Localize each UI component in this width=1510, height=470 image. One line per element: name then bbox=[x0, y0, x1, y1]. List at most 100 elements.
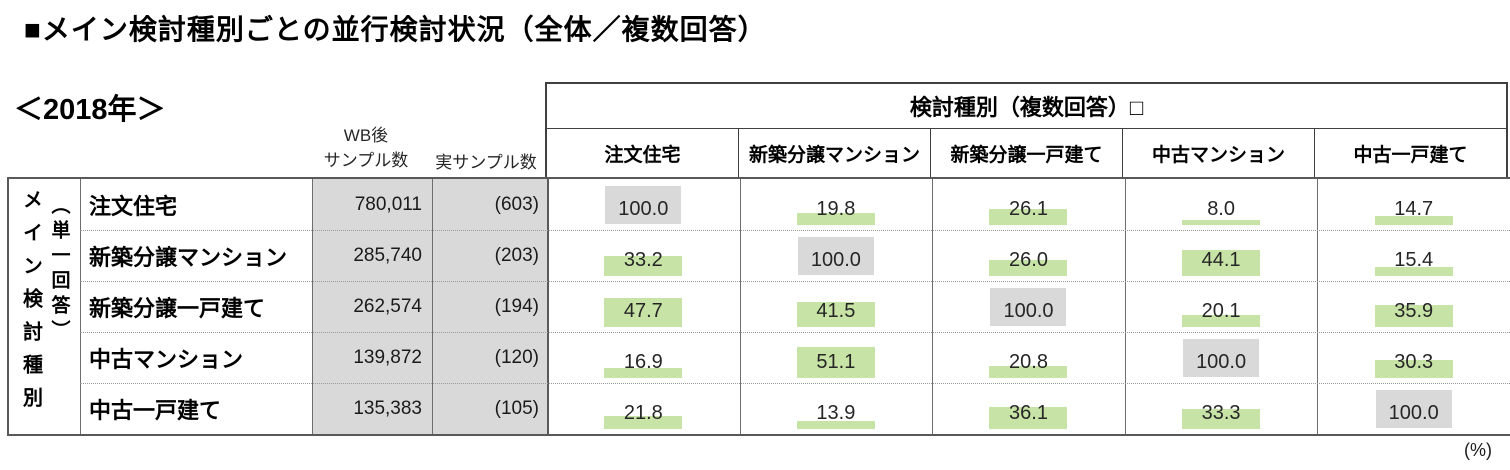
wb-sample-column-header: WB後 サンプル数 bbox=[305, 123, 427, 173]
value-label-0-2: 26.1 bbox=[1009, 198, 1048, 220]
grid-vline bbox=[1124, 179, 1126, 434]
row-separator bbox=[80, 281, 1510, 282]
value-bar bbox=[604, 416, 683, 429]
column-group-header: 検討種別（複数回答）□ bbox=[545, 82, 1508, 128]
row-label-2: 新築分譲一戸建て bbox=[89, 295, 266, 321]
data-cell-0-4: 14.7 bbox=[1317, 179, 1510, 230]
value-bar bbox=[1374, 216, 1453, 225]
value-label-1-4: 15.4 bbox=[1394, 249, 1434, 271]
actual-sample-value-1: (203) bbox=[494, 244, 539, 266]
unit-label: (%) bbox=[1464, 440, 1492, 460]
value-bar bbox=[1374, 305, 1453, 327]
year-label: ＜2018年＞ bbox=[14, 94, 166, 126]
value-label-1-2: 26.0 bbox=[1009, 249, 1048, 271]
value-label-4-1: 13.9 bbox=[816, 402, 856, 424]
value-label-2-4: 35.9 bbox=[1394, 300, 1434, 322]
value-label-4-2: 36.1 bbox=[1009, 402, 1048, 424]
table-row-3: 中古マンション 139,872 (120) 16.9 51.1 20.8 100.0 30.3 bbox=[9, 332, 1510, 383]
highlight-block bbox=[605, 186, 682, 224]
value-label-2-1: 41.5 bbox=[816, 300, 856, 322]
value-label-4-0: 21.8 bbox=[623, 402, 663, 424]
grid-vline bbox=[1317, 179, 1319, 434]
highlight-block bbox=[797, 237, 874, 275]
grid-vline bbox=[932, 179, 934, 434]
row-label-1: 新築分譲マンション bbox=[89, 244, 288, 270]
data-cell-0-1: 19.8 bbox=[740, 179, 933, 230]
value-bar bbox=[796, 421, 875, 429]
value-label-3-1: 51.1 bbox=[816, 351, 856, 373]
value-label-3-4: 30.3 bbox=[1394, 351, 1434, 373]
value-label-4-3: 33.3 bbox=[1201, 402, 1241, 424]
wb-sample-column-background bbox=[312, 179, 432, 434]
value-bar bbox=[1374, 360, 1453, 378]
highlight-block bbox=[1375, 390, 1452, 428]
data-cell-1-2: 26.0 bbox=[932, 230, 1125, 281]
data-cell-2-4: 35.9 bbox=[1317, 281, 1510, 332]
data-cell-2-0: 47.7 bbox=[547, 281, 740, 332]
data-cell-0-3: 8.0 bbox=[1125, 179, 1318, 230]
grid-vline bbox=[80, 179, 81, 434]
data-cell-1-1: 100.0 bbox=[740, 230, 933, 281]
data-cell-3-4: 30.3 bbox=[1317, 332, 1510, 383]
value-label-0-1: 19.8 bbox=[816, 198, 856, 220]
column-header-4: 中古一戸建て bbox=[1314, 129, 1506, 177]
value-bar bbox=[1182, 315, 1261, 327]
value-bar bbox=[796, 213, 875, 225]
data-cell-4-0: 21.8 bbox=[547, 383, 740, 434]
data-cell-2-2: 100.0 bbox=[932, 281, 1125, 332]
row-label-0: 注文住宅 bbox=[89, 193, 178, 219]
highlight-block bbox=[990, 288, 1067, 326]
grid-vline bbox=[312, 179, 313, 434]
value-bar bbox=[989, 260, 1068, 276]
wb-sample-value-3: 139,872 bbox=[353, 346, 422, 368]
value-label-0-3: 8.0 bbox=[1207, 198, 1235, 220]
row-group-header-sub: （単一回答） bbox=[48, 195, 70, 345]
row-group-header-main: メイン検討種別 bbox=[19, 189, 42, 420]
row-separator bbox=[80, 383, 1510, 384]
data-cell-1-3: 44.1 bbox=[1125, 230, 1318, 281]
actual-sample-value-3: (120) bbox=[494, 346, 539, 368]
value-label-3-0: 16.9 bbox=[623, 351, 663, 373]
data-cell-1-0: 33.2 bbox=[547, 230, 740, 281]
value-bar bbox=[1182, 220, 1261, 225]
page-title: ■メイン検討種別ごとの並行検討状況（全体／複数回答） bbox=[24, 14, 767, 45]
data-cell-4-2: 36.1 bbox=[932, 383, 1125, 434]
value-label-4-4: 100.0 bbox=[1388, 402, 1439, 424]
actual-sample-value-0: (603) bbox=[494, 193, 539, 215]
data-cell-3-0: 16.9 bbox=[547, 332, 740, 383]
value-label-0-0: 100.0 bbox=[618, 198, 669, 220]
grid-vline bbox=[547, 179, 549, 434]
value-label-3-2: 20.8 bbox=[1009, 351, 1048, 373]
wb-sample-header-line1: WB後 bbox=[343, 126, 389, 145]
value-label-2-2: 100.0 bbox=[1003, 300, 1054, 322]
wb-sample-value-2: 262,574 bbox=[353, 295, 422, 317]
value-bar bbox=[796, 302, 875, 327]
value-label-1-1: 100.0 bbox=[810, 249, 861, 271]
row-group-header: メイン検討種別 （単一回答） bbox=[9, 179, 80, 434]
data-cell-4-4: 100.0 bbox=[1317, 383, 1510, 434]
actual-sample-column-background bbox=[432, 179, 547, 434]
actual-sample-value-2: (194) bbox=[494, 295, 539, 317]
highlight-block bbox=[1183, 339, 1260, 377]
data-cell-0-2: 26.1 bbox=[932, 179, 1125, 230]
data-cell-2-3: 20.1 bbox=[1125, 281, 1318, 332]
data-cell-4-3: 33.3 bbox=[1125, 383, 1318, 434]
data-cell-1-4: 15.4 bbox=[1317, 230, 1510, 281]
value-label-2-0: 47.7 bbox=[623, 300, 663, 322]
value-bar bbox=[604, 368, 683, 378]
actual-sample-value-4: (105) bbox=[494, 397, 539, 419]
value-bar bbox=[1182, 409, 1261, 429]
value-bar bbox=[1182, 250, 1261, 276]
column-header-1: 新築分譲マンション bbox=[738, 129, 930, 177]
value-bar bbox=[796, 347, 875, 378]
row-separator bbox=[80, 332, 1510, 333]
value-label-2-3: 20.1 bbox=[1201, 300, 1241, 322]
data-cell-3-2: 20.8 bbox=[932, 332, 1125, 383]
column-header-0: 注文住宅 bbox=[604, 144, 681, 166]
value-bar bbox=[1374, 267, 1453, 276]
value-label-3-3: 100.0 bbox=[1196, 351, 1247, 373]
data-cell-3-3: 100.0 bbox=[1125, 332, 1318, 383]
value-label-1-0: 33.2 bbox=[623, 249, 663, 271]
column-header-3: 中古マンション bbox=[1122, 129, 1314, 177]
data-cell-0-0: 100.0 bbox=[547, 179, 740, 230]
